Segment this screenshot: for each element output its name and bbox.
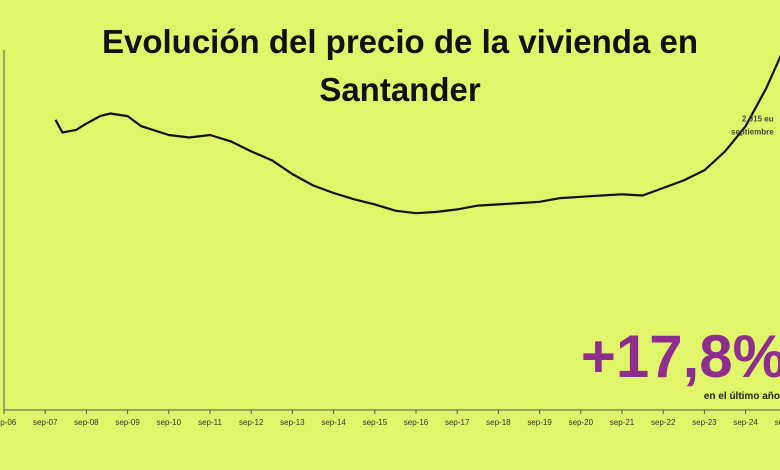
x-tick-label: sep-18 <box>486 418 511 427</box>
x-tick-label: sep-22 <box>651 418 676 427</box>
chart-title: Evolución del precio de la vivienda en S… <box>0 18 780 114</box>
x-tick-label: sep-13 <box>280 418 305 427</box>
x-tick-label: sep-12 <box>239 418 264 427</box>
x-tick-label: sep-15 <box>363 418 388 427</box>
price-series-line <box>54 54 780 215</box>
chart-title-line-2: Santander <box>319 71 481 108</box>
x-tick-label: sep-21 <box>610 418 635 427</box>
change-stat: +17,8% <box>580 323 780 390</box>
x-ticks: sep-06 sep-07 sep-08 sep-09 sep-10 sep-11 sep-… <box>0 410 780 427</box>
x-tick-label: sep-11 <box>198 418 222 427</box>
change-stat-caption: en el último año <box>703 391 780 402</box>
x-tick-label: sep-07 <box>33 418 58 427</box>
x-tick-label: sep-14 <box>321 418 346 427</box>
x-tick-label: sep-06 <box>0 418 17 427</box>
annotation-value: 2.915 eu <box>742 114 774 123</box>
x-tick-label: sep-19 <box>527 418 552 427</box>
chart-title-line-1: Evolución del precio de la vivienda en <box>101 23 698 60</box>
x-tick-label: sep-08 <box>74 418 99 427</box>
x-tick-label: sep-10 <box>157 418 182 427</box>
x-tick-label: sep-16 <box>404 418 429 427</box>
x-tick-label: sep-17 <box>445 418 470 427</box>
x-tick-label: sep-25 <box>775 418 780 427</box>
x-tick-label: sep-24 <box>733 418 758 427</box>
x-tick-label: sep-20 <box>569 418 594 427</box>
x-tick-label: sep-09 <box>115 418 140 427</box>
annotation-date: septiembre <box>731 127 774 136</box>
x-tick-label: sep-23 <box>692 418 717 427</box>
